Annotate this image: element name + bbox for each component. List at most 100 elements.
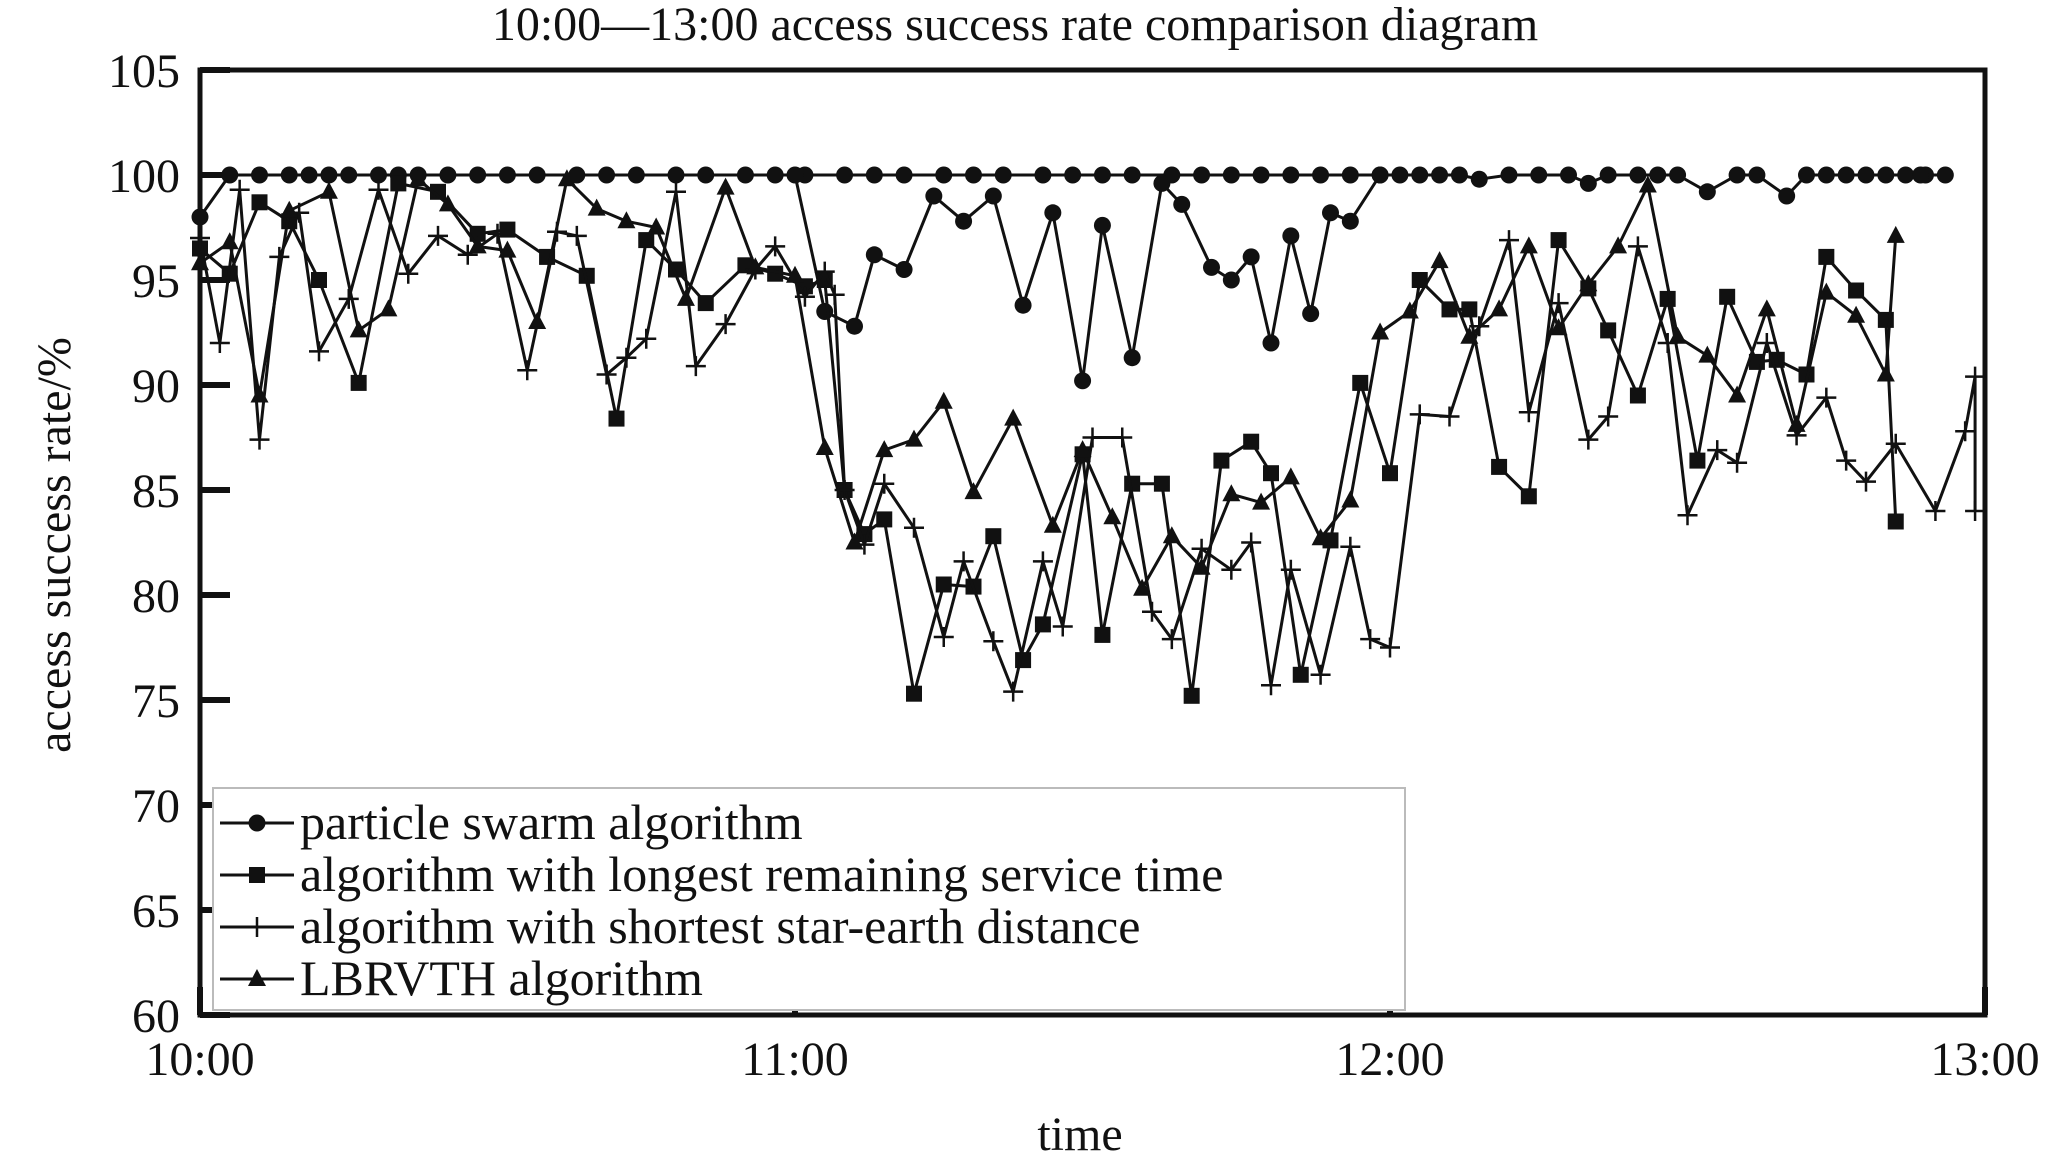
series-2-point: [1887, 513, 1904, 530]
series-4-point: [1043, 515, 1062, 533]
series-4: [191, 169, 1905, 596]
series-1-point: [1748, 166, 1766, 184]
series-3-point: [1707, 440, 1728, 461]
series-1-point: [1193, 166, 1211, 184]
series-4-point: [676, 288, 695, 306]
series-3-point: [1756, 333, 1777, 353]
series-3-point: [1142, 601, 1162, 622]
series-4-point: [1847, 305, 1866, 323]
series-2-point: [251, 194, 268, 211]
series-2-point: [1153, 475, 1170, 492]
series-3-point: [249, 429, 270, 450]
series-2-point: [935, 576, 952, 593]
series-1-point: [1897, 166, 1915, 184]
series-4-point: [220, 232, 239, 250]
series-1-point: [1034, 166, 1052, 184]
series-1-point: [1837, 166, 1855, 184]
series-4-point: [191, 253, 209, 271]
series-3-point: [1965, 501, 1986, 521]
series-4-point: [1698, 345, 1717, 363]
series-2-point: [350, 374, 367, 391]
series-3-point: [636, 328, 657, 349]
x-tick-label: 11:00: [741, 1033, 849, 1086]
series-2-point: [1263, 465, 1279, 482]
series-1-point: [469, 166, 487, 184]
series-3-point: [1677, 505, 1698, 526]
series-4-point: [250, 385, 269, 403]
series-4-point: [1787, 414, 1806, 432]
series-3-point: [428, 225, 448, 246]
series-1-point: [1222, 271, 1240, 289]
series-1-point: [1470, 170, 1488, 188]
series-2-point: [1848, 282, 1865, 299]
plot-area: 60 65 70 75 80 85 90 95 100 105 10:00 11:00 12:00 13:…: [108, 45, 2040, 1086]
series-4-point: [587, 198, 606, 216]
series-1-point: [1341, 166, 1359, 184]
series-4-point: [498, 240, 517, 258]
series-2-point: [311, 272, 327, 288]
series-3-point: [616, 347, 637, 368]
series-3-point: [487, 223, 508, 244]
series-1-point: [191, 208, 209, 226]
series-1-point: [1778, 187, 1796, 205]
series-3-line: [198, 188, 1977, 694]
series-3-point: [1221, 559, 1242, 580]
y-tick-label: 60: [132, 990, 180, 1043]
series-4-point: [409, 169, 428, 187]
series-1-point: [955, 212, 973, 230]
series-3-point: [933, 627, 954, 647]
series-3-point: [1310, 664, 1331, 685]
series-4-point: [349, 320, 368, 338]
series-3-point: [368, 179, 389, 200]
series-4-point: [1519, 236, 1538, 254]
series-1-point: [1312, 166, 1330, 184]
series-3-point: [338, 288, 359, 309]
series-2-point: [469, 225, 486, 242]
series-1-point: [1064, 166, 1082, 184]
series-3-point: [1112, 427, 1133, 448]
chart-title: 10:00—13:00 access success rate comparis…: [492, 0, 1538, 51]
series-4-point: [1668, 326, 1687, 344]
series-1-point: [1411, 166, 1429, 184]
series-1-point: [836, 166, 854, 184]
series-1-point: [1282, 166, 1300, 184]
series-3-point: [1241, 532, 1262, 553]
series-1-point: [1044, 204, 1062, 222]
series-1-point: [1629, 166, 1647, 184]
series-1-point: [1074, 372, 1092, 390]
series-3-point: [1439, 406, 1460, 427]
series-4-point: [1609, 236, 1628, 254]
series-1-point: [1014, 296, 1032, 314]
series-3-point: [209, 333, 230, 353]
series-3-point: [1409, 404, 1430, 425]
series-1-point: [895, 166, 913, 184]
legend-item: algorithm with shortest star-earth dista…: [220, 898, 1140, 954]
legend-label: LBRVTH algorithm: [300, 950, 703, 1006]
series-1-point: [736, 166, 754, 184]
series-2: [192, 175, 1904, 704]
y-tick-label: 95: [132, 255, 180, 308]
legend-label: algorithm with shortest star-earth dista…: [300, 898, 1140, 954]
series-2-point: [1491, 458, 1508, 475]
series-1-point: [1728, 166, 1746, 184]
series-3-point: [1052, 616, 1073, 637]
series-3-point: [715, 314, 736, 335]
series-3-point: [1360, 629, 1381, 650]
series-1-point: [627, 166, 645, 184]
series-2-point: [1352, 374, 1369, 391]
series-3-point: [1499, 230, 1519, 251]
legend-item: algorithm with longest remaining service…: [220, 846, 1223, 902]
series-3-point: [1161, 629, 1182, 650]
series-1-point: [786, 166, 804, 184]
legend-marker: [248, 814, 266, 832]
series-2-point: [1411, 272, 1428, 288]
series-4-point: [1460, 326, 1479, 344]
series-1-point: [498, 166, 516, 184]
series-1-point: [984, 187, 1002, 205]
series-3-point: [566, 225, 587, 246]
series-4-point: [319, 181, 338, 199]
series-3-point: [765, 236, 786, 257]
series-4-point: [1192, 557, 1211, 575]
series-4-point: [1004, 408, 1023, 426]
